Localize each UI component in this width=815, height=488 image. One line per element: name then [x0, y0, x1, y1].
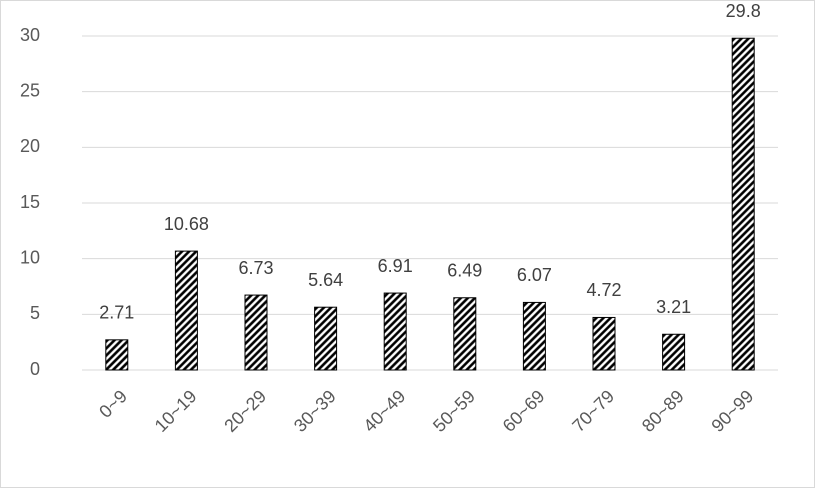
data-label: 6.91 [378, 256, 413, 276]
bar [662, 333, 686, 371]
data-label: 6.49 [447, 260, 482, 280]
data-label: 2.71 [99, 303, 134, 323]
data-label: 29.8 [726, 1, 761, 21]
y-tick-label: 30 [20, 25, 40, 45]
bar [522, 301, 546, 371]
data-label: 5.64 [308, 270, 343, 290]
data-label: 6.73 [238, 258, 273, 278]
y-tick-label: 15 [20, 192, 40, 212]
bar [314, 306, 338, 371]
bar [105, 339, 129, 371]
data-label: 6.07 [517, 265, 552, 285]
data-label: 3.21 [656, 297, 691, 317]
bar [383, 292, 407, 371]
bar [453, 297, 477, 371]
y-tick-label: 10 [20, 247, 40, 267]
data-label: 4.72 [586, 280, 621, 300]
y-tick-label: 20 [20, 136, 40, 156]
bar [244, 294, 268, 371]
data-label: 10.68 [164, 214, 209, 234]
y-tick-label: 0 [30, 359, 40, 379]
bar [731, 37, 755, 371]
bar [174, 250, 198, 371]
bar [592, 316, 616, 371]
y-tick-label: 25 [20, 80, 40, 100]
y-tick-label: 5 [30, 303, 40, 323]
